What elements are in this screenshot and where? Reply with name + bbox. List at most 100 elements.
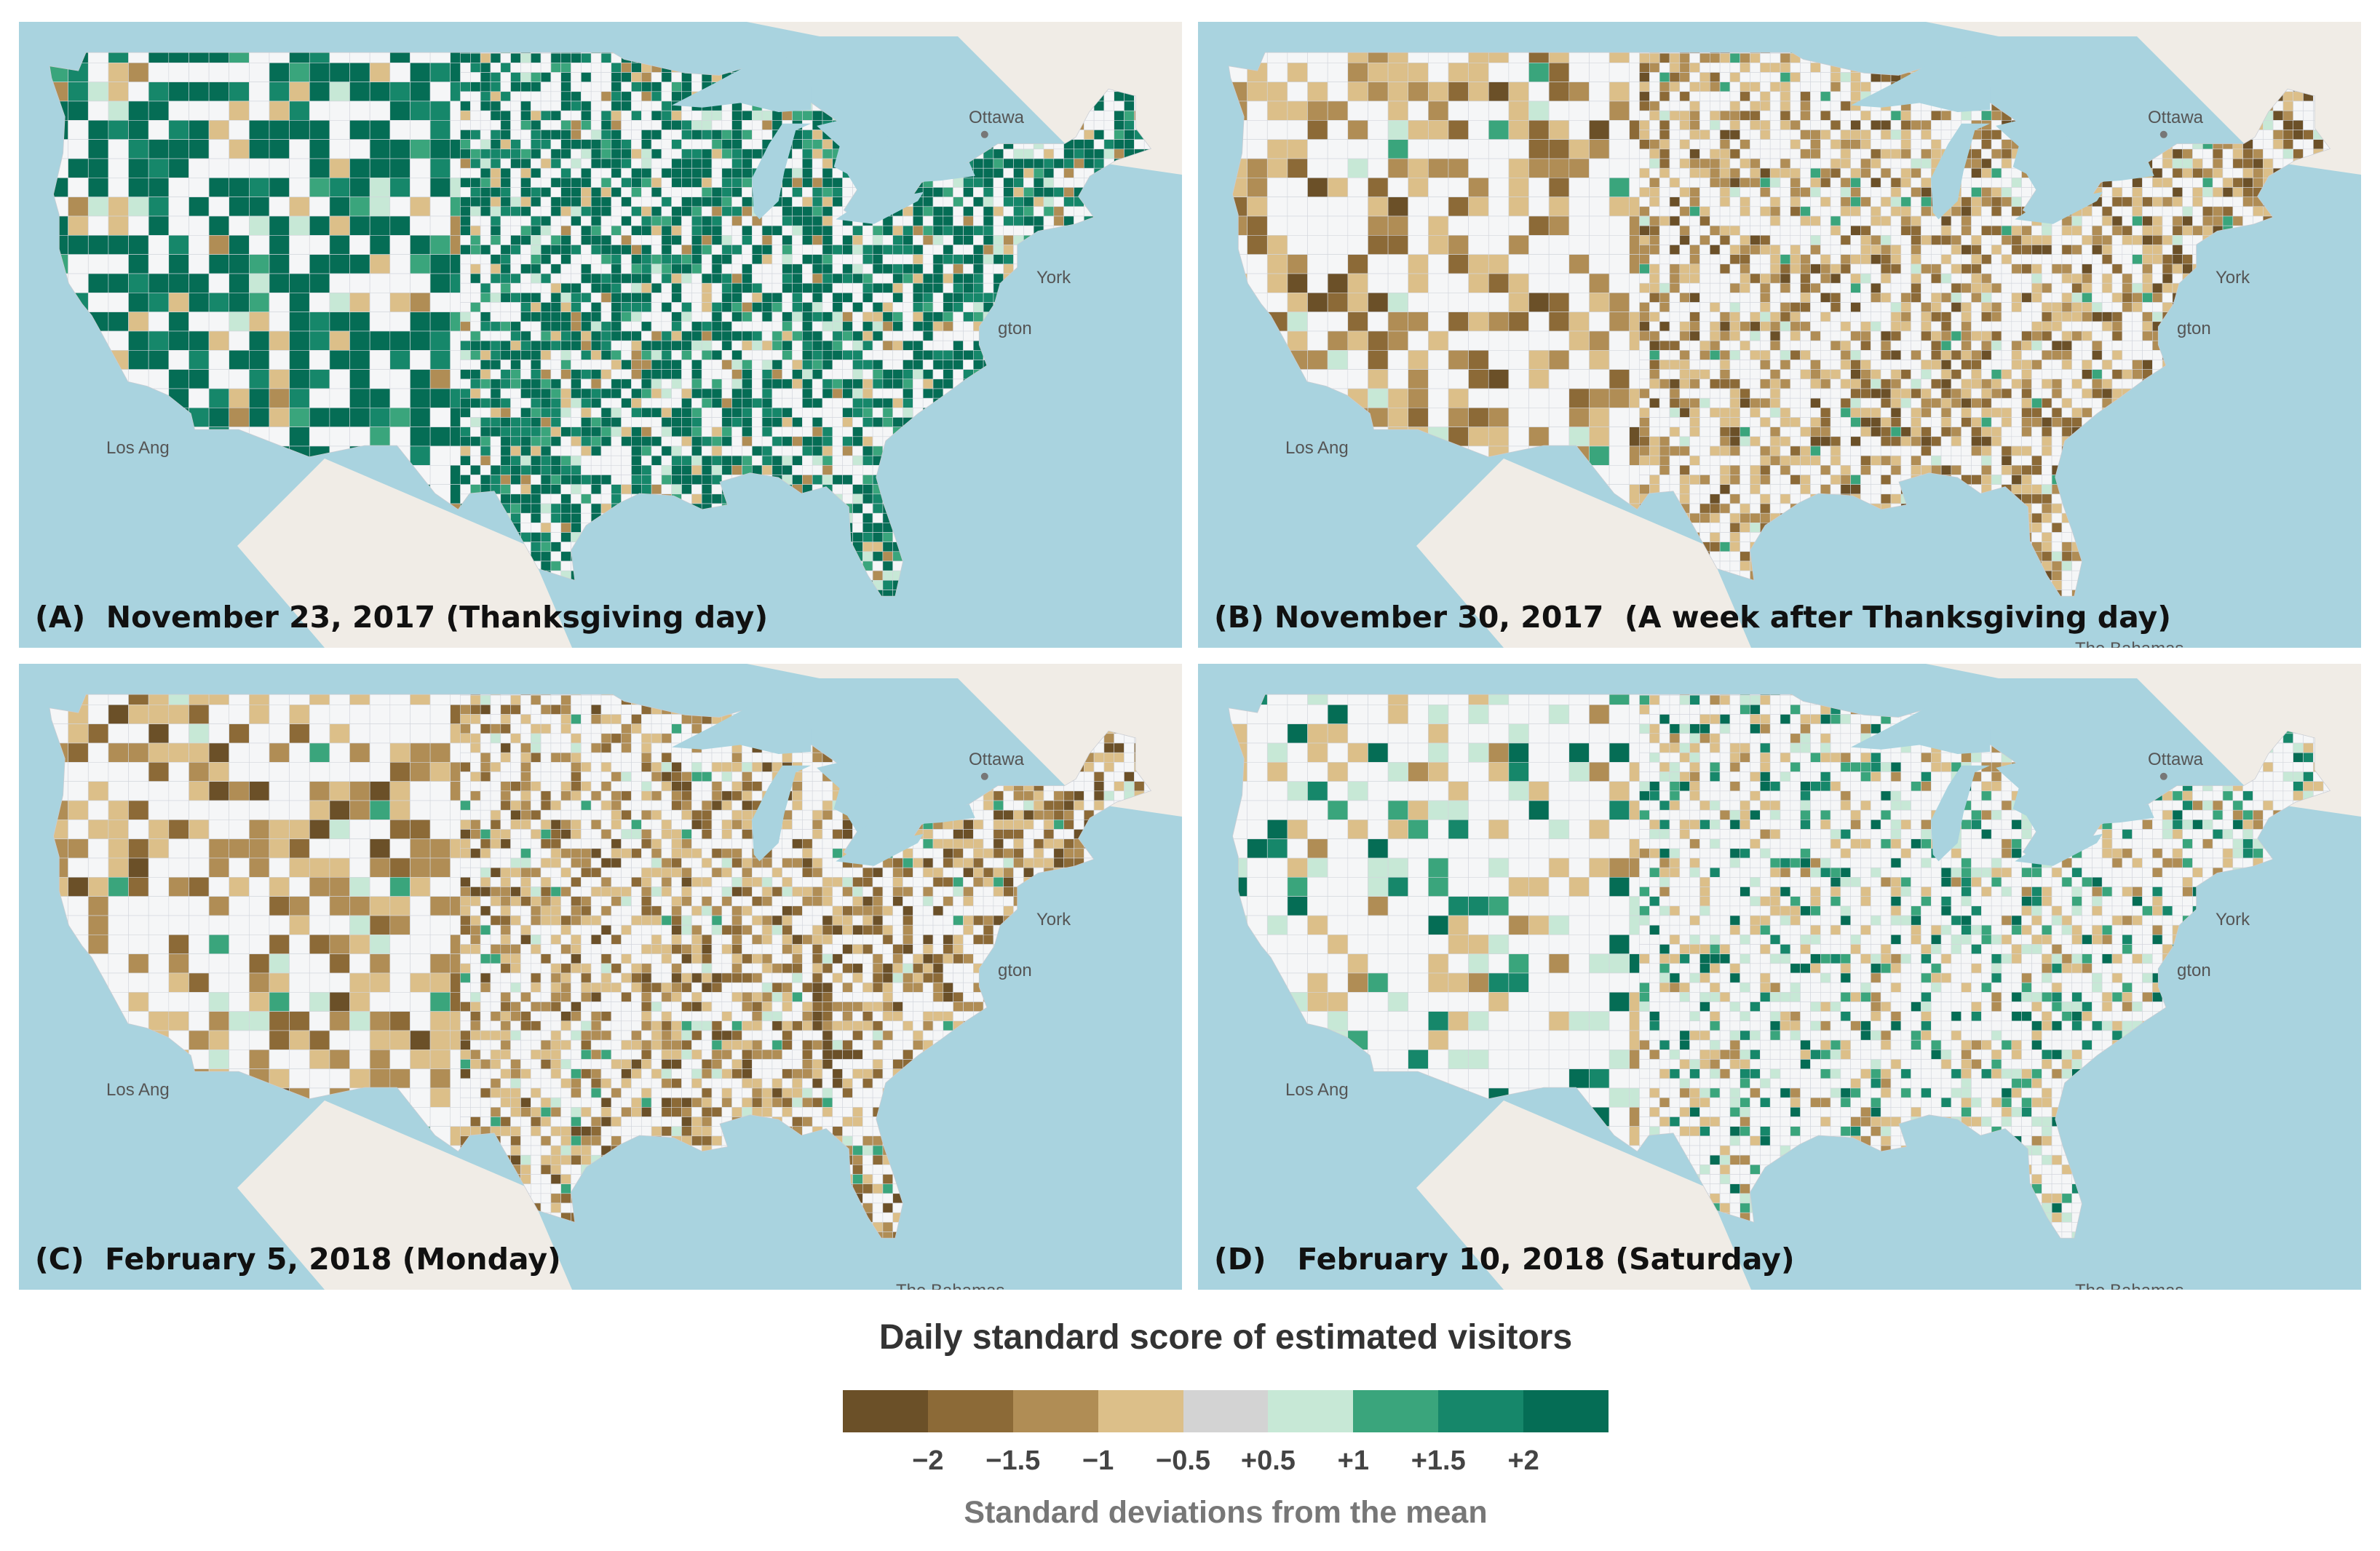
county-cell (691, 369, 702, 380)
county-cell (681, 148, 692, 159)
county-cell (520, 245, 531, 255)
county-cell (560, 254, 571, 265)
county-cell (611, 263, 622, 274)
county-cell (963, 178, 974, 188)
county-cell (1750, 52, 1761, 63)
county-cell (1043, 178, 1055, 188)
county-cell (480, 167, 491, 178)
county-cell (560, 407, 571, 418)
county-cell (761, 215, 773, 226)
county-cell (1084, 148, 1095, 159)
county-cell (590, 148, 602, 159)
county-cell (480, 378, 491, 389)
county-cell (792, 273, 803, 284)
county-cell (721, 158, 732, 169)
county-cell (1013, 158, 1024, 169)
county-cell (1769, 52, 1781, 63)
county-cell (540, 455, 552, 466)
county-cell (600, 493, 612, 504)
county-cell (661, 225, 673, 236)
county-cell (882, 360, 894, 370)
county-cell (540, 464, 552, 475)
county-cell (600, 427, 612, 437)
county-cell (651, 167, 662, 178)
county-cell (510, 52, 521, 63)
county-cell (470, 245, 481, 255)
county-cell (993, 234, 1004, 245)
county-cell (711, 388, 723, 399)
county-cell (932, 360, 944, 370)
county-cell (701, 302, 713, 312)
county-cell (470, 254, 481, 265)
county-cell (480, 312, 491, 322)
county-cell (289, 292, 310, 312)
county-cell (751, 148, 763, 159)
county-cell (681, 312, 692, 322)
county-cell (661, 197, 673, 207)
county-cell (701, 178, 713, 188)
county-cell (600, 206, 612, 217)
county-cell (500, 436, 511, 447)
county-cell (932, 330, 944, 341)
county-cell (892, 417, 903, 427)
county-cell (812, 360, 823, 370)
county-cell (1307, 62, 1328, 82)
county-cell (530, 397, 542, 408)
county-cell (600, 167, 612, 178)
county-cell (480, 206, 491, 217)
county-cell (550, 91, 562, 102)
county-cell (520, 484, 531, 495)
county-cell (590, 436, 602, 447)
county-cell (611, 407, 622, 418)
county-cell (661, 234, 673, 245)
county-cell (701, 493, 713, 504)
county-cell (711, 397, 723, 408)
county-cell (631, 158, 642, 169)
county-cell (661, 475, 673, 485)
county-cell (571, 139, 582, 150)
county-cell (812, 388, 823, 399)
county-cell (500, 178, 511, 188)
county-cell (520, 388, 531, 399)
county-cell (540, 445, 552, 456)
county-cell (631, 120, 642, 130)
county-cell (842, 484, 853, 495)
county-cell (500, 493, 511, 504)
county-cell (369, 312, 391, 332)
county-cell (681, 178, 692, 188)
county-cell (309, 330, 330, 351)
county-cell (661, 167, 673, 178)
county-cell (681, 245, 692, 255)
county-cell (742, 455, 753, 466)
county-cell (208, 330, 230, 351)
county-cell (600, 215, 612, 226)
county-cell (429, 349, 451, 370)
county-cell (389, 234, 410, 255)
county-cell (621, 263, 632, 274)
county-cell (681, 139, 692, 150)
county-cell (631, 110, 642, 121)
city-label-ottawa: Ottawa (969, 108, 1025, 127)
county-cell (812, 167, 823, 178)
county-cell (168, 120, 189, 140)
county-cell (932, 273, 944, 284)
county-cell (349, 407, 370, 427)
county-cell (510, 215, 521, 226)
county-cell (903, 234, 913, 245)
county-cell (631, 455, 642, 466)
county-cell (802, 312, 813, 322)
county-cell (68, 82, 89, 102)
county-cell (661, 187, 673, 197)
county-cell (731, 292, 742, 303)
county-cell (782, 197, 793, 207)
county-cell (892, 273, 903, 284)
county-cell (832, 312, 843, 322)
county-cell (581, 292, 592, 303)
county-cell (550, 560, 562, 571)
county-cell (1639, 62, 1650, 73)
county-cell (631, 148, 642, 159)
county-cell (731, 330, 742, 341)
county-cell (721, 464, 732, 475)
county-cell (611, 312, 622, 322)
county-cell (742, 187, 753, 197)
